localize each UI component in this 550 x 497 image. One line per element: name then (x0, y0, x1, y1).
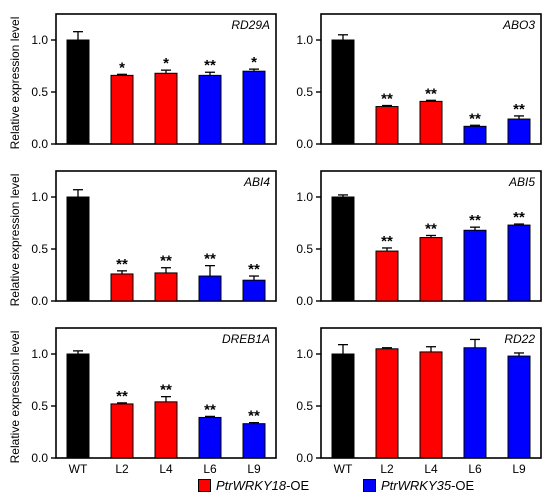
panel-abo3-title: ABO3 (502, 18, 535, 32)
panel-abi5-ytick-label: 0.5 (296, 242, 313, 256)
panel-abi5-bar-wt (331, 196, 355, 302)
panel-rd22-xtick-label-l9: L9 (512, 462, 526, 476)
panel-abi4-title: ABI4 (243, 175, 270, 189)
panel-rd29a-significance-l4: * (163, 55, 169, 72)
panel-abi5-title: ABI5 (508, 175, 535, 189)
panel-abi5-significance-l6: ** (469, 212, 481, 229)
panel-dreb1a-bar-l9 (242, 423, 266, 459)
panel-dreb1a-bar-l4 (154, 401, 178, 459)
panel-rd29a-ytick-label: 0.0 (31, 137, 48, 151)
panel-rd22-bar-wt (331, 353, 355, 459)
panel-rd29a-bar-l9 (242, 70, 266, 145)
panel-dreb1a-ytick-label: 0.0 (31, 451, 48, 465)
panel-abi4-significance-l9: ** (248, 261, 260, 278)
panel-dreb1a-significance-l9: ** (248, 408, 260, 425)
panel-rd22-bar-l6 (463, 347, 487, 459)
panel-rd22-bar-l2 (375, 348, 399, 459)
panel-rd29a-ylabel: Relative expression level (8, 17, 22, 150)
panel-abi4-bar-l4 (154, 272, 178, 302)
legend-suffix-ptrwrky18: -OE (286, 477, 310, 493)
panel-dreb1a-significance-l6: ** (204, 401, 216, 418)
legend-swatch-red (198, 478, 211, 492)
panel-abi4-ytick-label: 0.5 (31, 242, 48, 256)
panel-rd29a-ytick-label: 1.0 (31, 33, 48, 47)
panel-rd22-ytick-label: 1.0 (296, 347, 313, 361)
panel-abi4-ylabel: Relative expression level (8, 174, 22, 307)
panel-dreb1a-xtick-label-l6: L6 (203, 462, 217, 476)
panel-abi5-bar-l9 (507, 224, 531, 302)
panel-abi5-significance-l9: ** (513, 209, 525, 226)
panel-rd22-xtick-label-l4: L4 (424, 462, 438, 476)
panel-abi5-ytick-label: 0.0 (296, 294, 313, 308)
panel-abi4-significance-l4: ** (160, 253, 172, 270)
panel-rd29a-significance-l2: * (119, 59, 125, 76)
panel-abi4-ytick-label: 1.0 (31, 190, 48, 204)
panel-abi4-bar-l9 (242, 279, 266, 302)
panel-abo3-ytick-label: 1.0 (296, 33, 313, 47)
panel-dreb1a-ylabel: Relative expression level (8, 331, 22, 464)
panel-dreb1a-title: DREB1A (222, 332, 270, 346)
legend-item-ptrwrky35: PtrWRKY35 -OE (363, 476, 474, 494)
panel-dreb1a-significance-l4: ** (160, 382, 172, 399)
legend-swatch-blue (363, 478, 376, 492)
panel-abi5-ytick-label: 1.0 (296, 190, 313, 204)
panel-abi4-bar-wt (66, 196, 90, 302)
panel-rd29a-significance-l9: * (251, 54, 257, 71)
panel-dreb1a-bar-l6 (198, 416, 222, 459)
panel-abo3-bar-l6 (463, 125, 487, 145)
panel-dreb1a-xtick-label-l2: L2 (115, 462, 129, 476)
panel-rd22-xtick-label-l6: L6 (468, 462, 482, 476)
panel-rd29a-ytick-label: 0.5 (31, 85, 48, 99)
panel-abo3-ytick-label: 0.0 (296, 137, 313, 151)
panel-abo3-significance-l2: ** (381, 91, 393, 108)
panel-abi4-bar-l2 (110, 273, 134, 302)
panel-abi4-significance-l2: ** (116, 256, 128, 273)
panel-rd29a-bar-wt (66, 39, 90, 145)
panel-dreb1a-significance-l2: ** (116, 388, 128, 405)
panel-rd22-bar-l4 (419, 351, 443, 459)
panel-rd22-title: RD22 (504, 332, 535, 346)
panel-dreb1a-bar-wt (66, 353, 90, 459)
panel-rd22-bar-l9 (507, 355, 531, 459)
legend-suffix-ptrwrky35: -OE (451, 477, 475, 493)
panel-abi5-bar-l4 (419, 237, 443, 302)
panel-rd22-ytick-label: 0.0 (296, 451, 313, 465)
panel-rd22-ytick-label: 0.5 (296, 399, 313, 413)
panel-rd29a-bar-l6 (198, 74, 222, 145)
panel-rd29a-significance-l6: ** (204, 57, 216, 74)
panel-rd29a-bar-l4 (154, 72, 178, 145)
panel-abi4-bar-l6 (198, 275, 222, 302)
panel-abi4-significance-l6: ** (204, 251, 216, 268)
panel-abi5-bar-l6 (463, 229, 487, 302)
panel-abo3-significance-l4: ** (425, 85, 437, 102)
panel-abo3-bar-l9 (507, 118, 531, 145)
panel-abi5-significance-l4: ** (425, 220, 437, 237)
panel-dreb1a-ytick-label: 0.5 (31, 399, 48, 413)
panel-abo3-ytick-label: 0.5 (296, 85, 313, 99)
legend-item-ptrwrky18: PtrWRKY18 -OE (198, 476, 309, 494)
panel-dreb1a-xtick-label-l4: L4 (159, 462, 173, 476)
panel-abi5-bar-l2 (375, 250, 399, 302)
panel-abo3-significance-l6: ** (469, 110, 481, 127)
panel-rd22-xtick-label-l2: L2 (380, 462, 394, 476)
legend-label-ptrwrky18: PtrWRKY18 (216, 477, 287, 493)
panel-rd29a-bar-l2 (110, 74, 134, 145)
panel-abi5-significance-l2: ** (381, 233, 393, 250)
panel-abo3-bar-l4 (419, 100, 443, 145)
panel-dreb1a-xtick-label-wt: WT (69, 462, 88, 476)
panel-rd22-xtick-label-wt: WT (334, 462, 353, 476)
panel-abo3-bar-wt (331, 39, 355, 145)
panel-abo3-bar-l2 (375, 106, 399, 145)
panel-abo3-significance-l9: ** (513, 101, 525, 118)
panel-dreb1a-ytick-label: 1.0 (31, 347, 48, 361)
legend-label-ptrwrky35: PtrWRKY35 (381, 477, 452, 493)
panel-dreb1a-bar-l2 (110, 403, 134, 459)
panel-dreb1a-xtick-label-l9: L9 (247, 462, 261, 476)
panel-rd29a-title: RD29A (231, 18, 270, 32)
panel-abi4-ytick-label: 0.0 (31, 294, 48, 308)
